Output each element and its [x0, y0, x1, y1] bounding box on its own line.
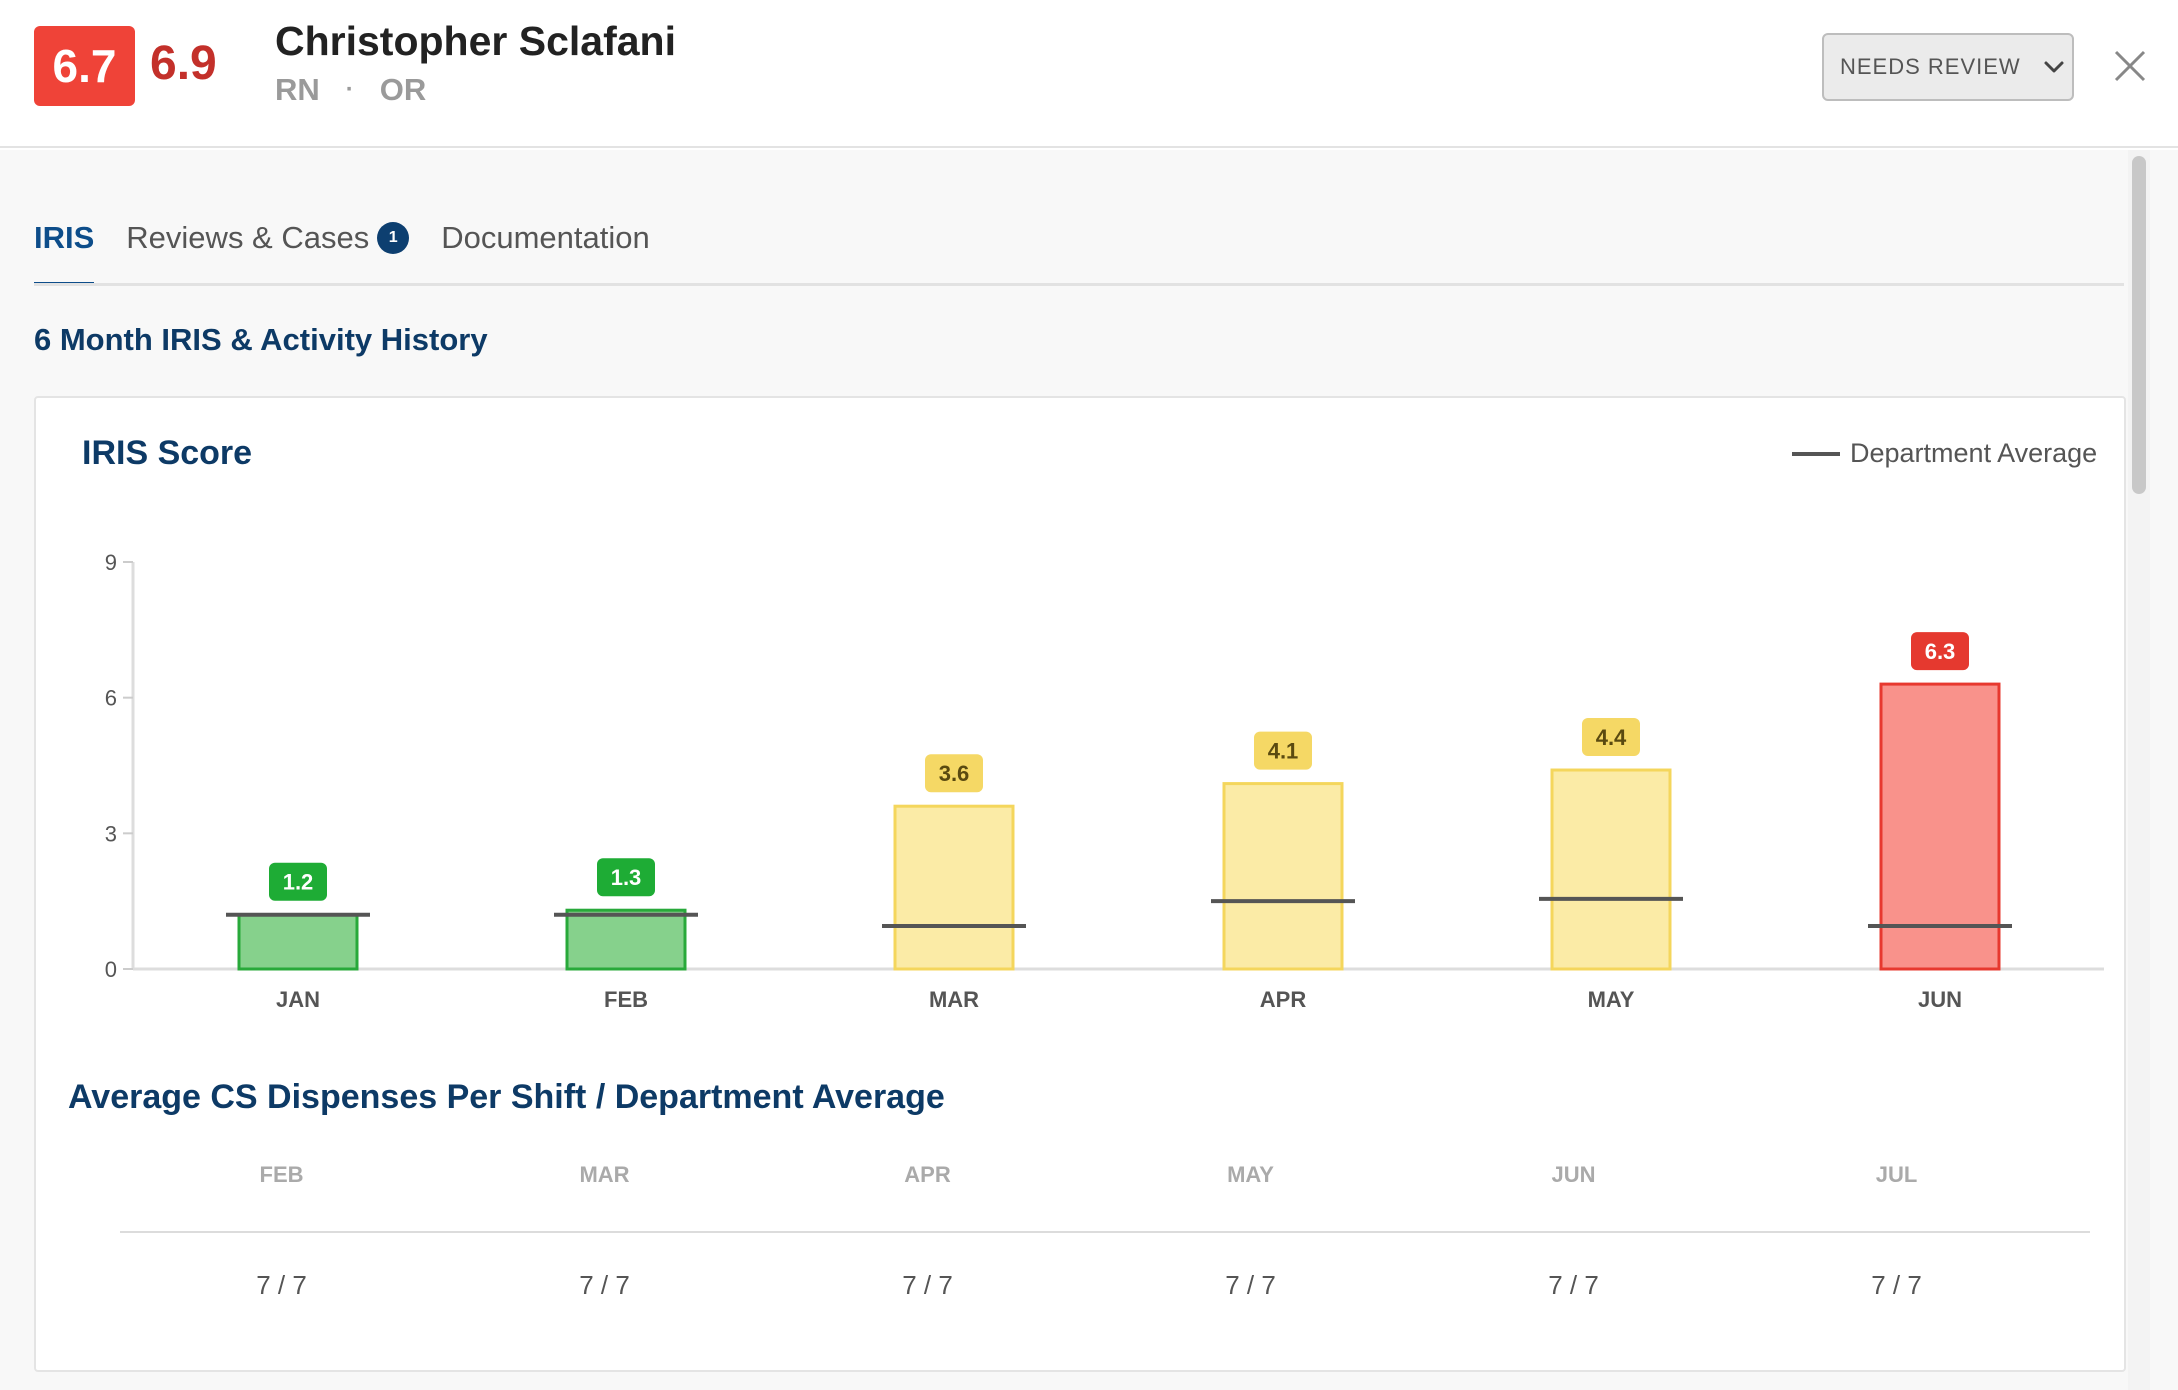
- value-label: 3.6: [939, 761, 970, 786]
- person-role: RN: [275, 72, 320, 107]
- x-tick-label: JUN: [1918, 987, 1962, 1012]
- y-tick-label: 6: [105, 686, 117, 711]
- scrollbar-thumb[interactable]: [2132, 156, 2146, 494]
- meta-separator: ·: [345, 76, 354, 103]
- status-dropdown[interactable]: NEEDS REVIEW: [1822, 33, 2074, 101]
- bar-apr: [1222, 782, 1344, 971]
- y-tick-label: 3: [105, 821, 117, 846]
- cs-value: 7 / 7: [1225, 1270, 1276, 1300]
- value-label: 4.1: [1268, 739, 1299, 764]
- bar-mar: [893, 804, 1015, 971]
- person-name: Christopher Sclafani: [275, 18, 676, 64]
- value-label-pill: [1254, 731, 1312, 770]
- x-tick-label: MAR: [929, 987, 979, 1012]
- y-tick-label: 0: [105, 957, 117, 982]
- bar-jan: [237, 913, 359, 971]
- cs-dispenses-title: Average CS Dispenses Per Shift / Departm…: [68, 1078, 945, 1116]
- cs-value: 7 / 7: [902, 1270, 953, 1300]
- cs-month-header: JUN: [1551, 1162, 1596, 1187]
- profile-header: 6.7 6.9 Christopher Sclafani RN · OR NEE…: [0, 0, 2178, 148]
- legend-line-swatch: [1792, 451, 1840, 456]
- x-tick-label: MAY: [1588, 987, 1635, 1012]
- legend-label: Department Average: [1850, 438, 2098, 468]
- cs-value: 7 / 7: [256, 1270, 307, 1300]
- value-label-pill: [269, 862, 327, 901]
- person-department: OR: [379, 72, 427, 107]
- cs-month-header: FEB: [259, 1162, 304, 1187]
- chevron-down-icon: [2044, 61, 2064, 73]
- iris-score-chart: 0 3 6 9 1.2 JAN 1.3 FEB 3.6 MAR 4.1 APR 4.4 MAY 6.3 JUN: [105, 550, 2104, 1012]
- tab-documentation-label: Documentation: [441, 220, 650, 255]
- iris-history-card: [34, 396, 2126, 1372]
- tab-bar: IRIS Reviews & Cases 1 Documentation: [34, 210, 650, 286]
- tab-divider: [34, 283, 2124, 286]
- bar-jun: [1879, 682, 2001, 971]
- person-meta: RN · OR: [275, 72, 426, 108]
- cs-value: 7 / 7: [579, 1270, 630, 1300]
- cs-divider: [120, 1231, 2090, 1233]
- value-label-pill: [925, 754, 983, 793]
- tab-documentation[interactable]: Documentation: [441, 210, 650, 286]
- value-label: 1.3: [611, 865, 642, 890]
- status-dropdown-label: NEEDS REVIEW: [1840, 54, 2021, 79]
- reviews-count-badge: 1: [377, 222, 410, 254]
- cs-value: 7 / 7: [1871, 1270, 1922, 1300]
- x-tick-label: FEB: [604, 987, 648, 1012]
- close-icon[interactable]: [2112, 48, 2148, 84]
- tab-iris-label: IRIS: [34, 220, 95, 255]
- cs-month-header: APR: [904, 1162, 951, 1187]
- value-label-pill: [1582, 718, 1640, 757]
- current-iris-score-badge: 6.7: [34, 26, 135, 106]
- value-label: 6.3: [1925, 639, 1956, 664]
- iris-chart-title: IRIS Score: [82, 434, 253, 472]
- value-label-pill: [597, 858, 655, 897]
- value-label: 1.2: [283, 870, 314, 895]
- x-tick-label: JAN: [276, 987, 320, 1012]
- section-title: 6 Month IRIS & Activity History: [34, 322, 488, 357]
- value-label: 4.4: [1596, 725, 1627, 750]
- cs-month-header: MAR: [579, 1162, 630, 1187]
- secondary-iris-score: 6.9: [150, 37, 217, 90]
- tab-reviews-cases-label: Reviews & Cases: [126, 220, 370, 255]
- y-tick-label: 9: [105, 550, 117, 575]
- cs-month-header: MAY: [1227, 1162, 1274, 1187]
- bar-feb: [565, 908, 687, 971]
- x-tick-label: APR: [1260, 987, 1307, 1012]
- cs-month-header: JUL: [1875, 1162, 1918, 1187]
- value-label-pill: [1911, 632, 1969, 671]
- cs-months-row: FEB MAR APR MAY JUN JUL: [120, 1162, 2090, 1188]
- cs-values-row: 7 / 7 7 / 7 7 / 7 7 / 7 7 / 7 7 / 7: [120, 1270, 2090, 1301]
- bar-may: [1550, 768, 1672, 971]
- tab-reviews-cases[interactable]: Reviews & Cases 1: [126, 210, 410, 286]
- chart-legend: Department Average: [1792, 438, 2097, 469]
- cs-value: 7 / 7: [1548, 1270, 1599, 1300]
